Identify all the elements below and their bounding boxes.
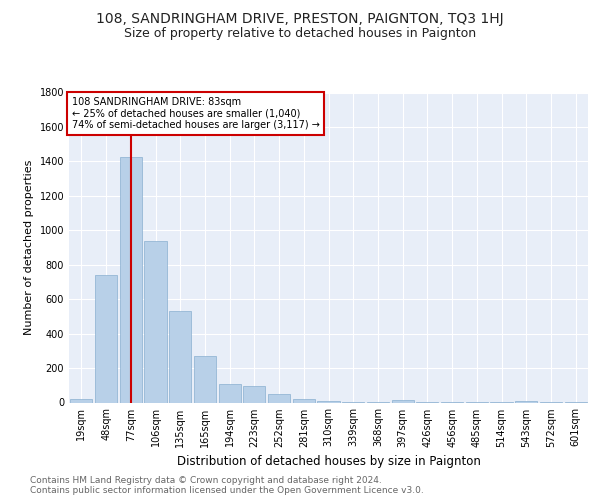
Bar (515, 401, 538, 402)
Bar (194, 356, 216, 403)
Text: 108 SANDRINGHAM DRIVE: 83sqm
← 25% of detached houses are smaller (1,040)
74% of: 108 SANDRINGHAM DRIVE: 83sqm ← 25% of de… (71, 97, 319, 130)
Bar (70, 400, 92, 402)
Bar (392, 400, 414, 402)
Y-axis label: Number of detached properties: Number of detached properties (24, 160, 34, 335)
Bar (145, 240, 167, 402)
X-axis label: Distribution of detached houses by size in Paignton: Distribution of detached houses by size … (176, 455, 481, 468)
Bar (268, 394, 290, 402)
Text: Size of property relative to detached houses in Paignton: Size of property relative to detached ho… (124, 28, 476, 40)
Bar (317, 401, 340, 402)
Bar (293, 398, 315, 402)
Bar (95, 275, 117, 402)
Bar (119, 157, 142, 402)
Text: 108, SANDRINGHAM DRIVE, PRESTON, PAIGNTON, TQ3 1HJ: 108, SANDRINGHAM DRIVE, PRESTON, PAIGNTO… (96, 12, 504, 26)
Bar (243, 386, 265, 402)
Bar (218, 384, 241, 402)
Text: Contains HM Land Registry data © Crown copyright and database right 2024.
Contai: Contains HM Land Registry data © Crown c… (30, 476, 424, 495)
Bar (169, 311, 191, 402)
